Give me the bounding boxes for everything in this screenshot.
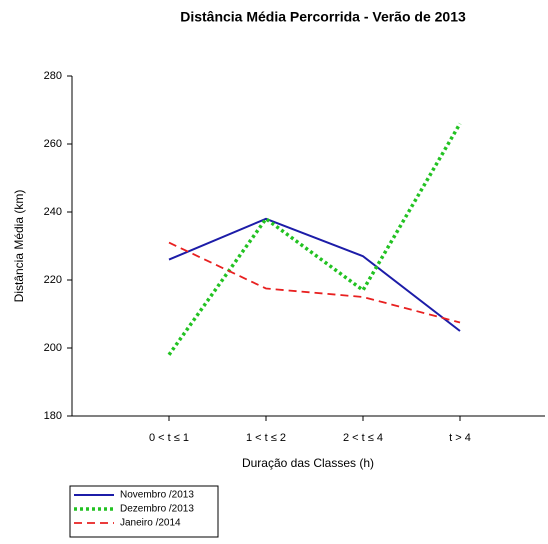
- x-axis-label: Duração das Classes (h): [242, 456, 374, 470]
- y-tick-label: 200: [44, 342, 62, 354]
- y-tick-label: 240: [44, 206, 62, 218]
- x-tick-label: 2 < t ≤ 4: [343, 432, 383, 444]
- y-tick-label: 260: [44, 138, 62, 150]
- x-tick-label: t > 4: [449, 432, 471, 444]
- series-line: [168, 241, 461, 324]
- series-line: [168, 217, 461, 332]
- y-axis-label: Distância Média (km): [12, 190, 26, 303]
- series-line: [167, 122, 462, 356]
- x-tick-label: 1 < t ≤ 2: [246, 432, 286, 444]
- chart-title: Distância Média Percorrida - Verão de 20…: [180, 9, 466, 25]
- legend-label: Novembro /2013: [120, 490, 194, 501]
- x-tick-label: 0 < t ≤ 1: [149, 432, 189, 444]
- y-tick-label: 220: [44, 274, 62, 286]
- y-tick-label: 280: [44, 70, 62, 82]
- legend-label: Janeiro /2014: [120, 518, 181, 529]
- legend-label: Dezembro /2013: [120, 504, 194, 515]
- y-tick-label: 180: [44, 410, 62, 422]
